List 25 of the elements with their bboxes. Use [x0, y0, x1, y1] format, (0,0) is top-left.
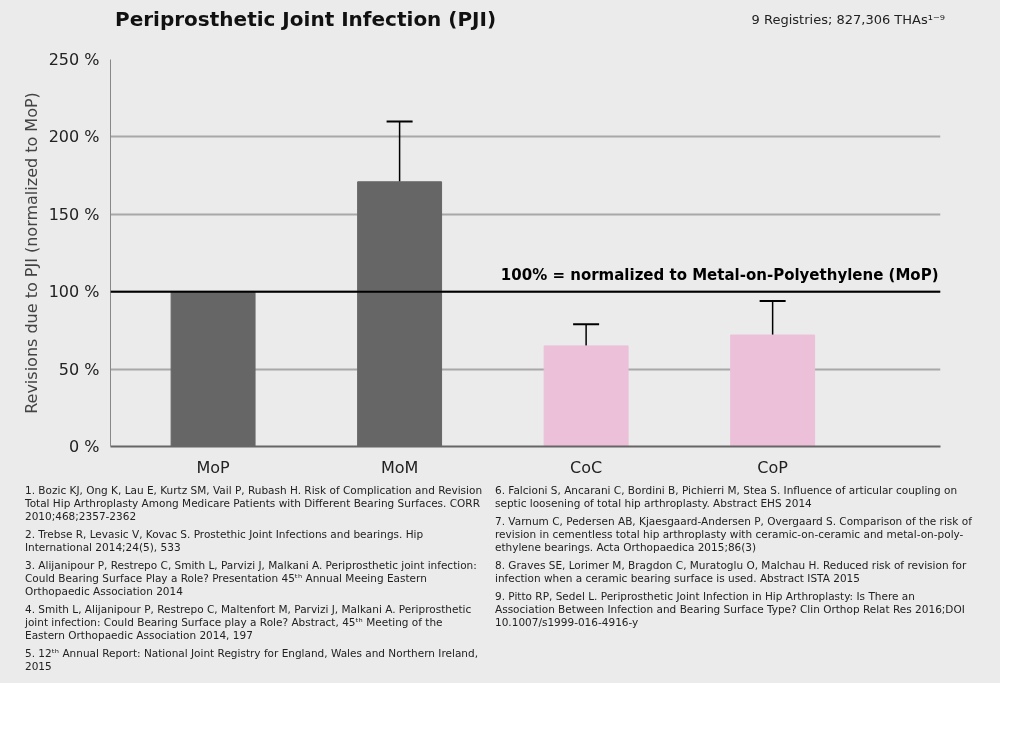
chart-subtitle: 9 Registries; 827,306 THAs¹⁻⁹ — [751, 11, 945, 29]
x-tick-label: MoM — [380, 457, 419, 477]
text: 8. Graves SE, Lorimer M, Bragdon C, Muratoglu O, Malchau H. Reduced risk of revision for infection when a ceramic bearing surface is used. Abstract ISTA 2015 — [495, 558, 968, 585]
y-tick-label: 100 % — [48, 281, 100, 301]
text: 5. 12ᵗʰ Annual Report: National Joint Registry for England, Wales and Northern Ireland, 2015 — [25, 646, 479, 673]
chart-title: Periprosthetic Joint Infection (PJI) — [115, 7, 497, 31]
y-axis-title: Revisions due to PJI (normalized to MoP) — [21, 91, 41, 414]
bar — [730, 334, 816, 447]
text: 4. Smith L, Alijanipour P, Restrepo C, Maltenfort M, Parvizi J, Malkani A. Periprosthetic joint infection: Could Bearing Surface play a Role? Abstract, 45ᵗʰ Meeting of the Eastern Orthopaedic Association 2014, 197 — [25, 602, 473, 642]
y-tick-label: 200 % — [48, 126, 100, 146]
x-tick-label: CoP — [757, 457, 789, 477]
y-tick-label: 150 % — [48, 204, 100, 224]
y-tick-label: 250 % — [48, 49, 100, 69]
text: 6. Falcioni S, Ancarani C, Bordini B, Pichierri M, Stea S. Influence of articular coupling on septic loosening of total hip arthroplasty. Abstract EHS 2014 — [495, 483, 959, 510]
x-tick-label: MoP — [196, 457, 231, 477]
y-tick-label: 50 % — [58, 359, 100, 379]
text: 2. Trebse R, Levasic V, Kovac S. Prostethic Joint Infections and bearings. Hip International 2014;24(5), 533 — [25, 527, 425, 554]
text: 7. Varnum C, Pedersen AB, Kjaesgaard-Andersen P, Overgaard S. Comparison of the risk of revision in cementless total hip arthroplasty with ceramic-on-ceramic and metal-on-poly-ethylene bearings. Acta Orthopaedica 2015;86(3) — [495, 514, 973, 554]
ref-line-label: 100% = normalized to Metal-on-Polyethylene (MoP) — [500, 265, 939, 284]
x-tick-label: CoC — [570, 457, 603, 477]
text: 3. Alijanipour P, Restrepo C, Smith L, Parvizi J, Malkani A. Periprosthetic joint infection: Could Bearing Surface Play a Role? Presentation 45ᵗʰ Annual Meeing Eastern Orthopaedic Association 2014 — [25, 558, 478, 598]
text: 9. Pitto RP, Sedel L. Periprosthetic Joint Infection in Hip Arthroplasty: Is There an Association Between Infection and Bearing Surface Type? Clin Orthop Relat Res 2016;DOI 10.1007/s1999-016-4916-y — [495, 589, 966, 629]
y-tick-label: 0 % — [69, 436, 100, 456]
text: 1. Bozic KJ, Ong K, Lau E, Kurtz SM, Vail P, Rubash H. Risk of Complication and Revision Total Hip Arthroplasty Among Medicare Patients with Different Bearing Surfaces. CORR 2010;468;2357-2362 — [25, 483, 484, 523]
bar — [543, 344, 629, 447]
